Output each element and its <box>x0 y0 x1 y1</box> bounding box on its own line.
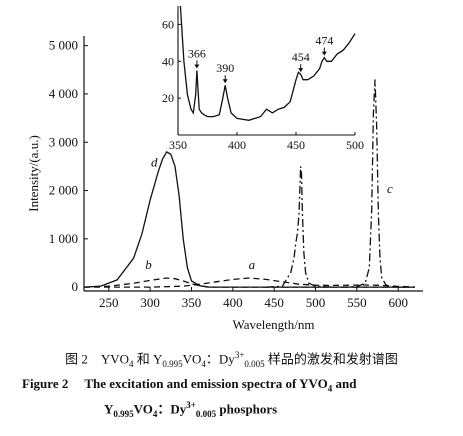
inset-x-tick-label: 450 <box>287 138 305 152</box>
main-y-tick-label: 4 000 <box>49 86 78 101</box>
caption-cn-sub3: 4 <box>201 358 206 369</box>
caption-en2-sub1: 0.995 <box>113 408 134 419</box>
inset-series-line <box>179 5 356 121</box>
main-y-tick-label: 1 000 <box>49 231 78 246</box>
peak-label-390: 390 <box>216 61 234 75</box>
main-x-axis-title: Wavelength/nm <box>233 317 315 332</box>
curve-label-c: c <box>387 181 393 196</box>
inset-plot: 350 400 450 500 20 40 60 366 390 454 474 <box>162 5 364 152</box>
main-y-tick-label: 2 000 <box>49 183 78 198</box>
caption-en2-sub3: 0.005 <box>195 408 217 419</box>
caption-cn-prefix: 图 2 YVO <box>65 351 129 367</box>
main-x-tick-label: 600 <box>388 295 408 310</box>
caption-en2-mid: VO <box>133 401 153 417</box>
caption-chinese: 图 2 YVO4 和 Y0.995VO4：Dy3+0.005 样品的激发和发射谱… <box>0 350 463 370</box>
curve-label-b: b <box>145 257 152 272</box>
caption-cn-sup: 3+ <box>234 350 245 360</box>
caption-en2-sub2: 4 <box>152 408 158 419</box>
main-x-tick-label: 550 <box>347 295 367 310</box>
caption-en2-sup: 3+ <box>186 400 196 410</box>
peak-label-366: 366 <box>188 47 206 61</box>
main-x-tick-label: 400 <box>223 295 243 310</box>
series-line-d <box>83 151 415 288</box>
caption-cn-mid1: 和 Y <box>133 351 163 367</box>
main-x-tick-label: 350 <box>182 295 202 310</box>
caption-cn-sub1: 4 <box>129 358 134 369</box>
peak-arrow-head <box>222 79 228 84</box>
caption-en-sub: 4 <box>327 383 333 394</box>
peak-label-454: 454 <box>292 50 310 64</box>
caption-english-line1: Figure 2 The excitation and emission spe… <box>22 376 452 395</box>
main-x-tick-label: 450 <box>264 295 284 310</box>
caption-en2-mid2: ：Dy <box>157 401 187 417</box>
inset-y-tick-label: 20 <box>162 91 174 105</box>
series-line-b <box>83 277 415 288</box>
caption-cn-sub4: 0.005 <box>244 358 265 369</box>
main-y-axis-title: Intensity/(a.u.) <box>26 135 41 212</box>
peak-arrow-head <box>321 51 327 56</box>
spectra-chart: 250 300 350 400 450 500 550 600 0 1 000 2 000 3 000… <box>26 5 423 332</box>
main-y-tick-label: 5 000 <box>49 38 78 53</box>
main-x-tick-label: 500 <box>306 295 326 310</box>
main-y-tick-label: 3 000 <box>49 134 78 149</box>
series-line-a <box>84 277 415 288</box>
series-line-emission-480 <box>265 166 333 288</box>
inset-x-tick-label: 350 <box>169 138 187 152</box>
inset-y-tick-label: 60 <box>162 17 174 31</box>
peak-label-474: 474 <box>315 34 333 48</box>
series-line-c <box>340 79 415 288</box>
peak-arrow-head <box>298 68 304 73</box>
caption-en2-prefix: Y <box>104 401 114 417</box>
caption-cn-mid2: VO <box>182 351 202 367</box>
inset-x-tick-label: 400 <box>228 138 246 152</box>
curve-label-d: d <box>151 154 158 169</box>
caption-english-line2: Y0.995VO4：Dy3+0.005 phosphors <box>104 400 444 420</box>
main-x-tick-label: 250 <box>99 295 119 310</box>
inset-x-tick-label: 500 <box>346 138 364 152</box>
caption-en-prefix: Figure 2 The excitation and emission spe… <box>22 376 328 391</box>
curve-label-a: a <box>249 257 256 272</box>
peak-arrow-head <box>194 64 200 69</box>
caption-en-suffix: and <box>332 376 357 391</box>
main-plot: 250 300 350 400 450 500 550 600 0 1 000 2 000 3 000… <box>26 36 423 332</box>
caption-cn-mid3: ：Dy <box>205 351 235 367</box>
caption-en2-suffix: phosphors <box>216 401 278 417</box>
main-x-tick-label: 300 <box>140 295 160 310</box>
inset-y-tick-label: 40 <box>162 54 174 68</box>
caption-cn-sub2: 0.995 <box>162 358 183 369</box>
caption-cn-suffix: 样品的激发和发射谱图 <box>264 351 398 367</box>
main-y-tick-label: 0 <box>72 279 79 294</box>
